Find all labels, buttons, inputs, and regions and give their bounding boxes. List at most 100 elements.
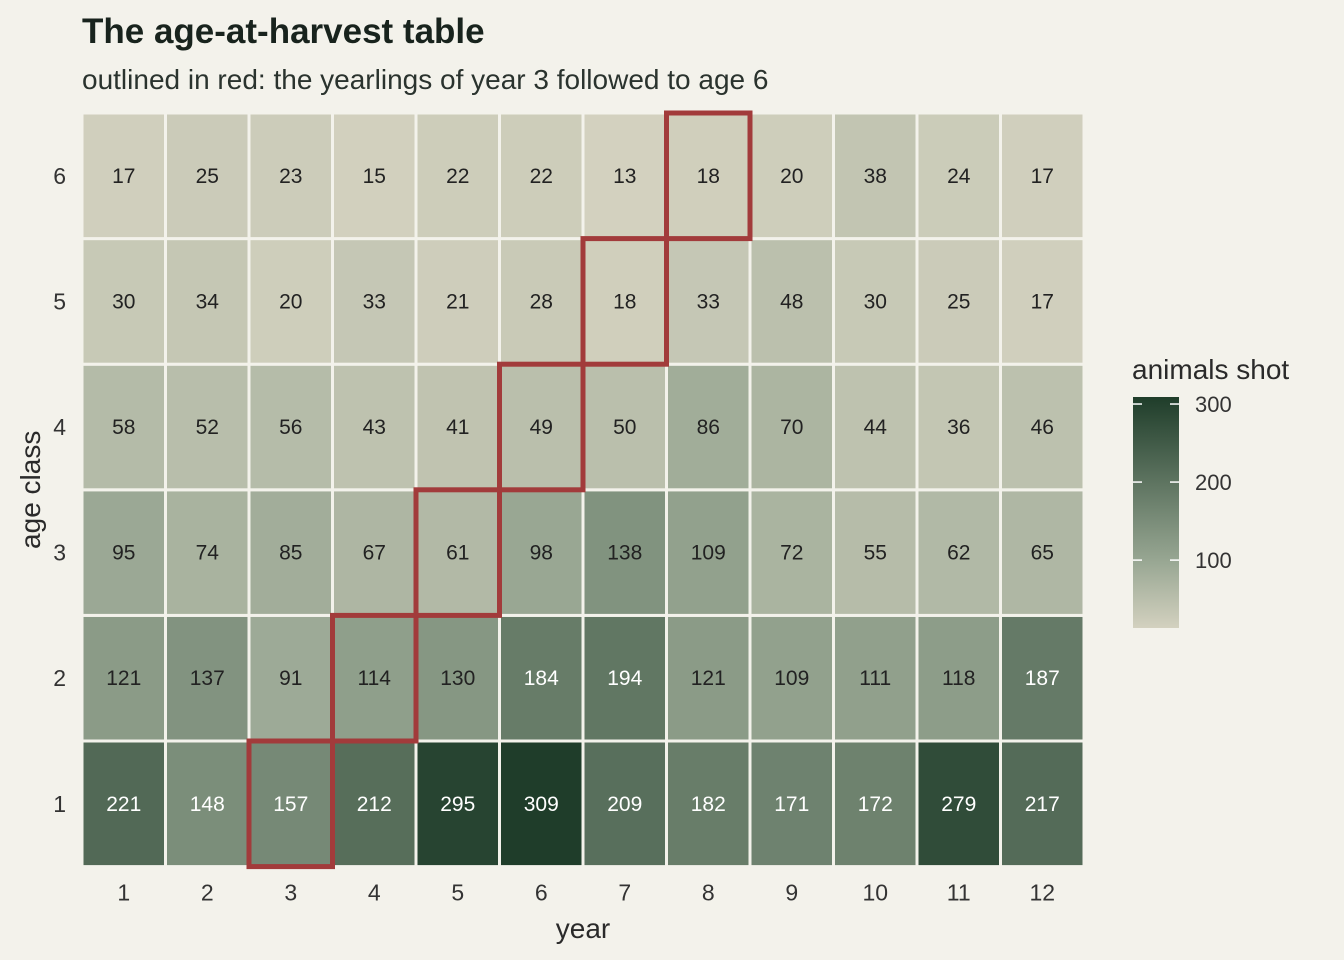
y-tick-label: 5 <box>53 288 66 314</box>
cell-value-label: 15 <box>363 165 386 188</box>
y-tick-label: 2 <box>53 665 66 691</box>
heatmap-cell <box>581 111 668 241</box>
cell-value-label: 46 <box>1031 416 1054 439</box>
cell-value-label: 33 <box>363 290 386 313</box>
cell-value-label: 41 <box>446 416 469 439</box>
heatmap-cell <box>999 111 1086 241</box>
highlighted-cell-outline <box>413 487 502 618</box>
cell-value-label: 187 <box>1025 667 1060 690</box>
heatmap-cell <box>581 362 668 492</box>
heatmap-cell <box>247 488 334 617</box>
chart-subtitle: outlined in red: the yearlings of year 3… <box>82 64 769 95</box>
x-axis-title: year <box>556 913 610 944</box>
highlighted-cell-outline <box>664 110 753 242</box>
x-tick-label: 1 <box>117 880 130 906</box>
cell-value-label: 86 <box>697 416 720 439</box>
cell-value-label: 13 <box>613 165 636 188</box>
cell-value-label: 30 <box>864 290 887 313</box>
legend-ticks: 100 200 300 <box>1133 392 1232 573</box>
cell-value-label: 212 <box>357 793 392 816</box>
x-tick-label: 10 <box>862 880 888 906</box>
highlighted-cell-outline <box>497 361 586 493</box>
y-tick-label: 1 <box>53 791 66 817</box>
cell-value-label: 18 <box>613 290 636 313</box>
cell-value-label: 49 <box>530 416 553 439</box>
cell-value-label: 209 <box>607 793 642 816</box>
heatmap-cell <box>247 111 334 241</box>
cell-value-label: 50 <box>613 416 636 439</box>
x-tick-label: 12 <box>1029 880 1055 906</box>
cell-value-label: 61 <box>446 542 469 565</box>
cell-value-label: 33 <box>697 290 720 313</box>
heatmap-cell <box>665 739 752 869</box>
heatmap-cell <box>748 111 835 241</box>
heatmap-cell <box>414 111 501 241</box>
heatmap-cell <box>999 362 1086 492</box>
cell-value-label: 295 <box>440 793 475 816</box>
cell-value-label: 91 <box>279 667 302 690</box>
cell-value-label: 20 <box>279 290 302 313</box>
cell-value-label: 74 <box>196 542 220 565</box>
x-tick-label: 4 <box>368 880 381 906</box>
cell-value-label: 138 <box>607 542 642 565</box>
cell-value-label: 65 <box>1031 542 1054 565</box>
cell-value-label: 17 <box>1031 165 1054 188</box>
cell-value-label: 25 <box>947 290 970 313</box>
heatmap-cell <box>665 237 752 366</box>
x-axis-ticks: 1 2 3 4 5 6 7 8 9 10 11 12 <box>117 880 1055 906</box>
cell-value-label: 111 <box>859 667 891 690</box>
heatmap-cell <box>247 362 334 492</box>
cell-value-label: 309 <box>524 793 559 816</box>
cell-value-label: 98 <box>530 542 553 565</box>
cell-value-label: 22 <box>530 165 553 188</box>
y-axis-ticks: 1 2 3 4 5 6 <box>53 163 66 817</box>
heatmap-cell <box>915 362 1002 492</box>
cell-value-label: 34 <box>196 290 220 313</box>
cell-value-label: 121 <box>106 667 141 690</box>
heatmap-cell <box>915 739 1002 869</box>
heatmap-cell <box>748 488 835 617</box>
cell-value-label: 18 <box>697 165 720 188</box>
cell-value-label: 157 <box>273 793 308 816</box>
heatmap-cell <box>665 362 752 492</box>
x-tick-label: 3 <box>284 880 297 906</box>
heatmap-cell <box>164 739 251 869</box>
heatmap-cell <box>331 613 418 743</box>
cell-value-label: 72 <box>780 542 803 565</box>
heatmap-cell <box>832 111 919 241</box>
cell-value-label: 121 <box>691 667 726 690</box>
heatmap-cell <box>414 613 501 743</box>
cell-value-label: 118 <box>942 667 975 690</box>
cell-value-label: 109 <box>691 542 726 565</box>
cell-value-label: 109 <box>774 667 809 690</box>
heatmap-cell <box>331 739 418 869</box>
cell-value-label: 279 <box>941 793 976 816</box>
cell-value-label: 137 <box>190 667 225 690</box>
cell-value-label: 20 <box>780 165 803 188</box>
heatmap-cell <box>331 488 418 617</box>
heatmap-cell <box>247 237 334 366</box>
heatmap-cell <box>498 739 585 869</box>
highlighted-cell-outline <box>580 236 669 367</box>
cell-value-label: 23 <box>279 165 302 188</box>
cell-value-label: 30 <box>112 290 135 313</box>
highlighted-cell-outline <box>330 612 419 744</box>
y-tick-label: 6 <box>53 163 66 189</box>
x-tick-label: 8 <box>702 880 715 906</box>
heatmap-cell <box>999 739 1086 869</box>
cell-value-label: 43 <box>363 416 386 439</box>
heatmap-cell <box>832 739 919 869</box>
heatmap-cell <box>164 237 251 366</box>
cell-value-label: 22 <box>446 165 469 188</box>
y-tick-label: 4 <box>53 414 66 440</box>
legend-colorbar <box>1133 397 1179 628</box>
highlighted-cell-outline <box>246 738 335 870</box>
cell-value-label: 24 <box>947 165 971 188</box>
cell-value-label: 58 <box>112 416 135 439</box>
color-legend: animals shot 100 200 300 <box>1132 354 1289 628</box>
heatmap-cell <box>164 362 251 492</box>
heatmap-cell <box>832 488 919 617</box>
heatmap-cell <box>80 613 167 743</box>
cell-value-label: 172 <box>858 793 893 816</box>
cell-value-label: 130 <box>440 667 475 690</box>
